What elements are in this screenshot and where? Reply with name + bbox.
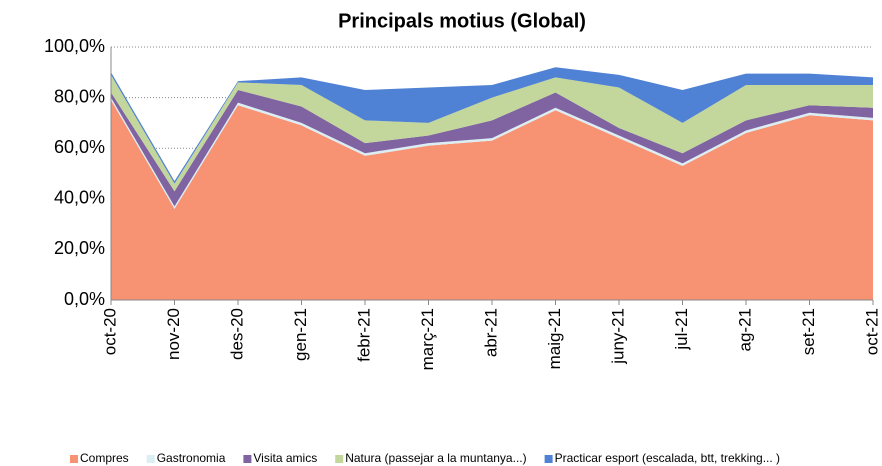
x-tick-label: des-20 — [227, 308, 246, 360]
area — [111, 100, 873, 300]
legend-swatch — [70, 455, 78, 463]
legend-swatch — [243, 455, 252, 463]
area — [111, 74, 873, 192]
x-tick-label: oct-21 — [862, 308, 881, 355]
y-tick-label: 100,0% — [44, 36, 105, 56]
legend-label: Practicar esport (escalada, btt, trekkin… — [555, 451, 780, 465]
legend-swatch — [544, 455, 553, 463]
x-tick-label: abr-21 — [481, 308, 500, 357]
legend-label: Compres — [80, 451, 129, 465]
legend-label: Gastronomia — [157, 451, 226, 465]
x-tick-label: set-21 — [799, 308, 818, 355]
x-tick-label: març-21 — [418, 308, 437, 370]
x-tick-label: ag-21 — [735, 308, 754, 351]
chart-title: Principals motius (Global) — [338, 10, 586, 32]
legend-label: Visita amics — [253, 451, 317, 465]
y-tick-label: 40,0% — [54, 188, 105, 208]
legend-label: Natura (passejar a la muntanya...) — [345, 451, 526, 465]
legend-swatch — [335, 455, 344, 463]
y-tick-label: 80,0% — [54, 86, 105, 106]
x-tick-label: jul-21 — [672, 308, 691, 351]
y-tick-label: 20,0% — [54, 238, 105, 258]
x-tick-label: nov-20 — [164, 308, 183, 360]
y-tick-label: 0,0% — [64, 289, 105, 309]
area — [111, 97, 873, 209]
x-tick-label: oct-20 — [100, 308, 119, 355]
x-tick-label: juny-21 — [608, 308, 627, 365]
y-tick-label: 60,0% — [54, 137, 105, 157]
x-tick-label: maig-21 — [545, 308, 564, 369]
x-tick-label: gen-21 — [291, 308, 310, 361]
x-tick-label: febr-21 — [354, 308, 373, 362]
area — [111, 90, 873, 207]
area — [111, 67, 873, 184]
legend-swatch — [146, 455, 155, 463]
